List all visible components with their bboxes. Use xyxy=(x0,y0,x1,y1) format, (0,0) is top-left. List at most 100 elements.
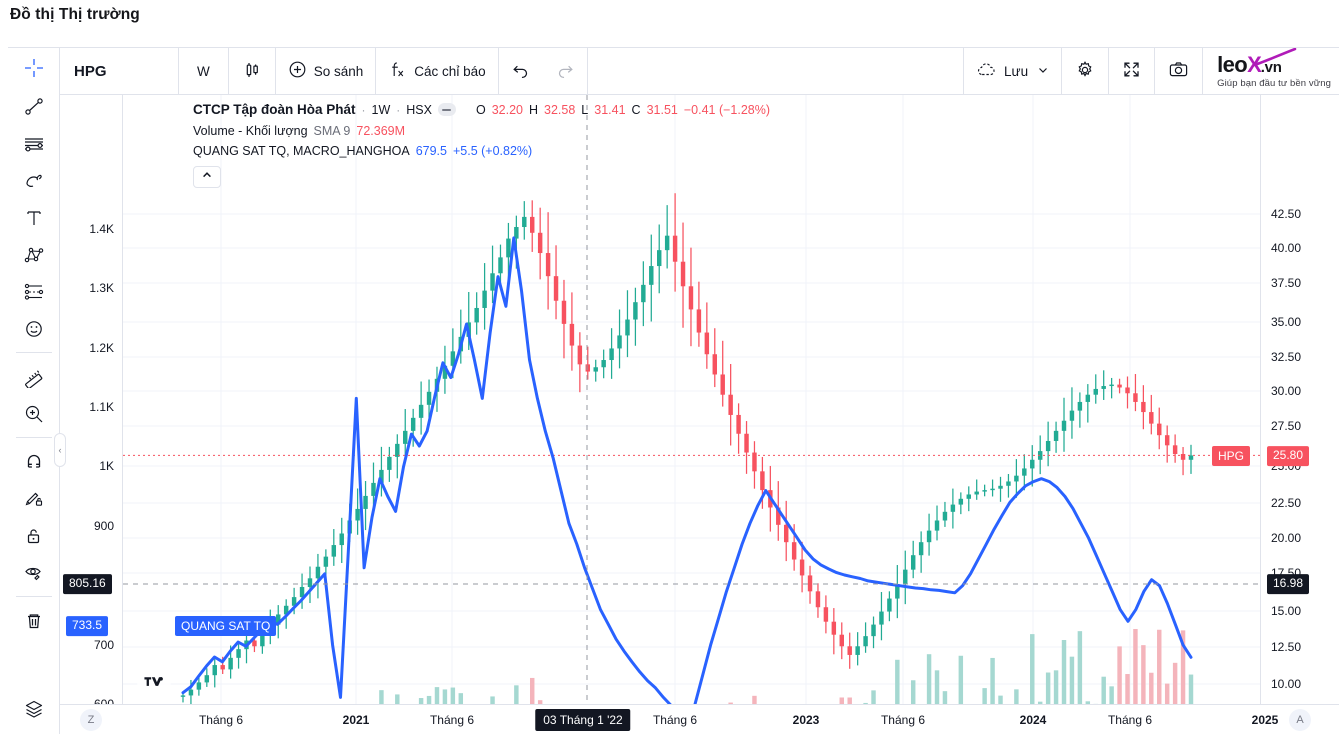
redo-button[interactable] xyxy=(543,48,587,95)
toolbar-divider-2 xyxy=(15,437,52,438)
legend-sep: · xyxy=(396,102,401,117)
plus-circle-icon xyxy=(288,60,307,82)
legend-high-value: 32.58 xyxy=(544,102,576,117)
lock-drawings-icon[interactable] xyxy=(8,517,60,554)
undo-button[interactable] xyxy=(499,48,543,95)
axis-tick: 700 xyxy=(93,638,114,652)
axis-tick: 32.50 xyxy=(1271,350,1302,364)
axis-tick: 12.50 xyxy=(1271,640,1302,654)
auto-scale-button[interactable]: A xyxy=(1289,708,1311,731)
zoom-out-button[interactable]: Z xyxy=(80,708,102,731)
legend-sep: · xyxy=(361,102,366,117)
legend-close-value: 31.51 xyxy=(646,102,678,117)
axis-tick: 22.50 xyxy=(1271,496,1302,510)
object-tree-icon[interactable] xyxy=(8,690,60,727)
stay-drawing-mode-icon[interactable] xyxy=(8,480,60,517)
axis-tick: 27.50 xyxy=(1271,419,1302,433)
toolbar-divider xyxy=(375,47,377,95)
axis-tick: 37.50 xyxy=(1271,276,1302,290)
gear-icon xyxy=(1075,60,1095,83)
snapshot-button[interactable] xyxy=(1155,48,1202,95)
legend-open-key: O xyxy=(475,102,486,117)
toolbar-divider xyxy=(497,47,499,95)
legend-hide-icon[interactable] xyxy=(437,103,456,117)
measure-icon[interactable] xyxy=(8,358,60,395)
time-tick: Tháng 6 xyxy=(1107,712,1153,727)
leox-logo[interactable]: leo X .vn Giúp bạn đầu tư bền vững xyxy=(1203,47,1339,95)
toolbar-divider xyxy=(178,47,179,95)
zoom-in-icon[interactable] xyxy=(8,395,60,432)
indicators-label: Các chỉ báo xyxy=(414,63,486,79)
overlay-last-price-badge: 733.5 xyxy=(66,616,109,636)
drawing-toolbar xyxy=(8,48,60,734)
legend-symbol-name: CTCP Tập đoàn Hòa Phát xyxy=(193,102,356,117)
fullscreen-button[interactable] xyxy=(1109,48,1154,95)
crosshair-icon[interactable] xyxy=(8,48,60,88)
tradingview-logo[interactable] xyxy=(137,664,171,698)
crosshair-price-badge: 805.16 xyxy=(63,574,112,594)
chevron-up-icon xyxy=(201,169,213,184)
axis-tick: 1.4K xyxy=(89,222,114,236)
time-axis[interactable]: Z Tháng 6 2021 Tháng 6 03 Tháng 1 '22 Th… xyxy=(60,704,1339,734)
swoosh-icon xyxy=(1252,47,1297,72)
legend-volume-row[interactable]: Volume - Khối lượng SMA 9 72.369M xyxy=(193,123,770,138)
legend-overlay-row[interactable]: QUANG SAT TQ, MACRO_HANGHOA 679.5 +5.5 (… xyxy=(193,145,770,158)
hide-drawings-icon[interactable] xyxy=(8,554,60,591)
brush-icon[interactable] xyxy=(8,162,60,199)
right-price-axis[interactable]: 42.50 40.00 37.50 35.00 32.50 30.00 27.5… xyxy=(1212,95,1339,727)
chart-legend: CTCP Tập đoàn Hòa Phát · 1W · HSX O 32.20… xyxy=(193,103,770,188)
legend-collapse-button[interactable] xyxy=(193,165,221,188)
axis-tick: 10.00 xyxy=(1271,677,1302,691)
timeframe-button[interactable]: W xyxy=(197,63,210,79)
legend-overlay-change: +5.5 (+0.82%) xyxy=(452,144,533,158)
axis-tick: 15.00 xyxy=(1271,604,1302,618)
hpg-last-price-badge: 25.80 xyxy=(1267,446,1310,466)
toolbar-divider xyxy=(1202,47,1204,95)
compare-button[interactable]: So sánh xyxy=(276,48,376,95)
chevron-down-icon xyxy=(1037,64,1049,79)
axis-tick: 40.00 xyxy=(1271,241,1302,255)
chart-plot-area[interactable]: CTCP Tập đoàn Hòa Phát · 1W · HSX O 32.20… xyxy=(123,95,1260,704)
save-button[interactable]: Lưu xyxy=(964,48,1061,95)
indicators-button[interactable]: Các chỉ báo xyxy=(376,48,497,95)
left-price-axis[interactable]: 1.4K 1.3K 1.2K 1.1K 1K 900 700 600 500 8… xyxy=(60,95,123,711)
chart-settings-button[interactable] xyxy=(1062,48,1108,95)
legend-volume-value: 72.369M xyxy=(356,123,406,138)
time-tick: Tháng 6 xyxy=(198,712,244,727)
axis-tick: 1.2K xyxy=(89,341,114,355)
pane-collapse-handle[interactable]: ‹ xyxy=(54,433,66,467)
chart-toolbar: HPG W So sánh xyxy=(60,47,1339,95)
time-tick: 2025 xyxy=(1251,712,1279,727)
save-label: Lưu xyxy=(1004,63,1029,79)
candlestick-icon xyxy=(242,60,262,83)
legend-overlay-name: QUANG SAT TQ, MACRO_HANGHOA xyxy=(193,144,410,158)
chart-body: ‹ 1.4K 1.3K 1.2K 1.1K 1K 900 700 600 500… xyxy=(54,95,1339,734)
trend-line-icon[interactable] xyxy=(8,88,60,125)
axis-tick: 42.50 xyxy=(1271,207,1302,221)
logo-text-vn: .vn xyxy=(1260,58,1282,76)
chart-type-button[interactable] xyxy=(229,48,275,95)
legend-change: −0.41 (−1.28%) xyxy=(683,102,771,117)
cloud-icon xyxy=(976,62,997,81)
emoji-icon[interactable] xyxy=(8,310,60,347)
horizontal-lines-icon[interactable] xyxy=(8,125,60,162)
legend-main-row[interactable]: CTCP Tập đoàn Hòa Phát · 1W · HSX O 32.20… xyxy=(193,103,770,117)
forecast-icon[interactable] xyxy=(8,273,60,310)
fullscreen-icon xyxy=(1122,60,1141,82)
axis-tick: 1.3K xyxy=(89,281,114,295)
remove-drawings-icon[interactable] xyxy=(8,602,60,639)
overlay-series-tag: QUANG SAT TQ xyxy=(175,616,277,636)
pattern-icon[interactable] xyxy=(8,236,60,273)
toolbar-divider xyxy=(1061,47,1063,95)
axis-tick: 30.00 xyxy=(1271,384,1302,398)
text-icon[interactable] xyxy=(8,199,60,236)
crosshair-time-badge: 03 Tháng 1 '22 xyxy=(535,708,631,731)
logo-text-leo: leo xyxy=(1217,51,1248,77)
toolbar-divider-3 xyxy=(15,596,52,597)
toolbar-divider xyxy=(274,47,276,95)
toolbar-divider xyxy=(1154,47,1156,95)
time-tick: 2021 xyxy=(342,712,370,727)
axis-tick: 1K xyxy=(99,459,114,473)
symbol-search-button[interactable]: HPG xyxy=(74,62,107,80)
magnet-icon[interactable] xyxy=(8,443,60,480)
